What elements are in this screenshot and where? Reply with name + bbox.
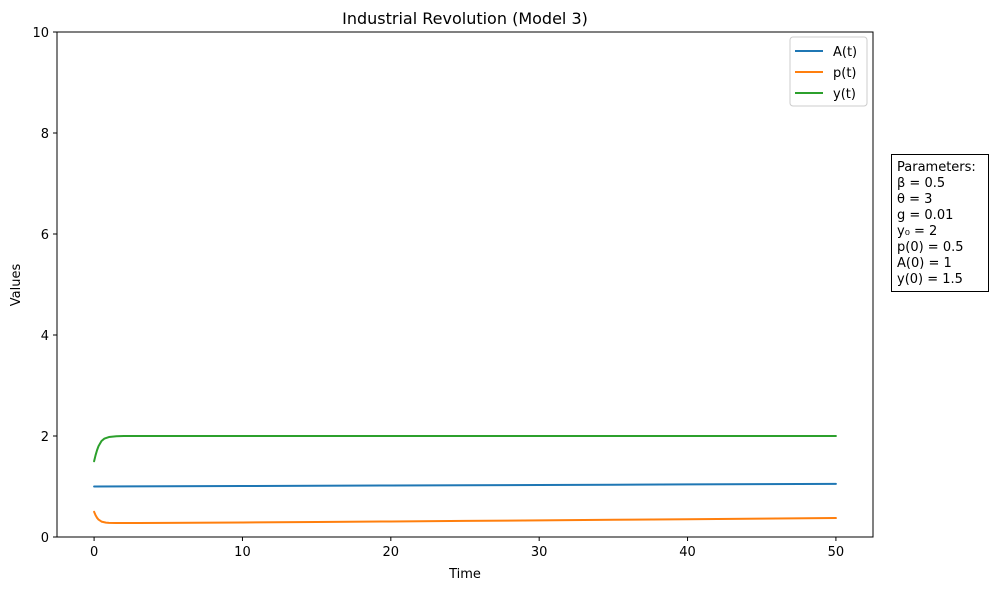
parameter-theta: θ = 3: [897, 192, 933, 207]
series-layer: [93, 435, 837, 525]
parameter-g: g = 0.01: [897, 208, 954, 223]
x-tick-label: 50: [828, 545, 845, 560]
y-axis-label: Values: [9, 264, 24, 307]
legend-label: y(t): [833, 87, 856, 102]
x-tick-label: 0: [90, 545, 98, 560]
y-tick-label: 6: [41, 228, 49, 243]
legend-frame: [789, 36, 868, 107]
parameters-box: Parameters: β = 0.5 θ = 3 g = 0.01 y₀ = …: [891, 154, 989, 292]
parameter-y0-initial: y(0) = 1.5: [897, 272, 963, 287]
x-axis: 0 10 20 30 40 50: [90, 537, 844, 560]
series-line-pt: [93, 510, 837, 525]
chart-title: Industrial Revolution (Model 3): [342, 9, 588, 28]
x-tick-label: 40: [679, 545, 696, 560]
legend-label: p(t): [833, 66, 857, 81]
plot-frame: [56, 31, 874, 538]
parameters-title: Parameters:: [897, 160, 976, 175]
x-tick-label: 30: [531, 545, 548, 560]
series-line-at: [93, 482, 837, 488]
x-axis-label: Time: [448, 567, 481, 582]
x-tick-label: 10: [234, 545, 251, 560]
y-axis: 0 2 4 6 8 10: [32, 26, 57, 546]
parameter-beta: β = 0.5: [897, 176, 946, 191]
y-tick-label: 8: [41, 127, 49, 142]
legend-label: A(t): [833, 45, 857, 60]
legend: A(t) p(t) y(t): [789, 36, 868, 107]
y-tick-label: 4: [41, 329, 49, 344]
x-tick-label: 20: [383, 545, 400, 560]
y-tick-label: 10: [32, 26, 49, 41]
y-tick-label: 2: [41, 430, 49, 445]
parameter-A0: A(0) = 1: [897, 256, 952, 271]
y-tick-label: 0: [41, 531, 49, 546]
parameter-y0: y₀ = 2: [897, 224, 938, 239]
series-line-yt: [93, 435, 837, 463]
parameter-p0: p(0) = 0.5: [897, 240, 964, 255]
